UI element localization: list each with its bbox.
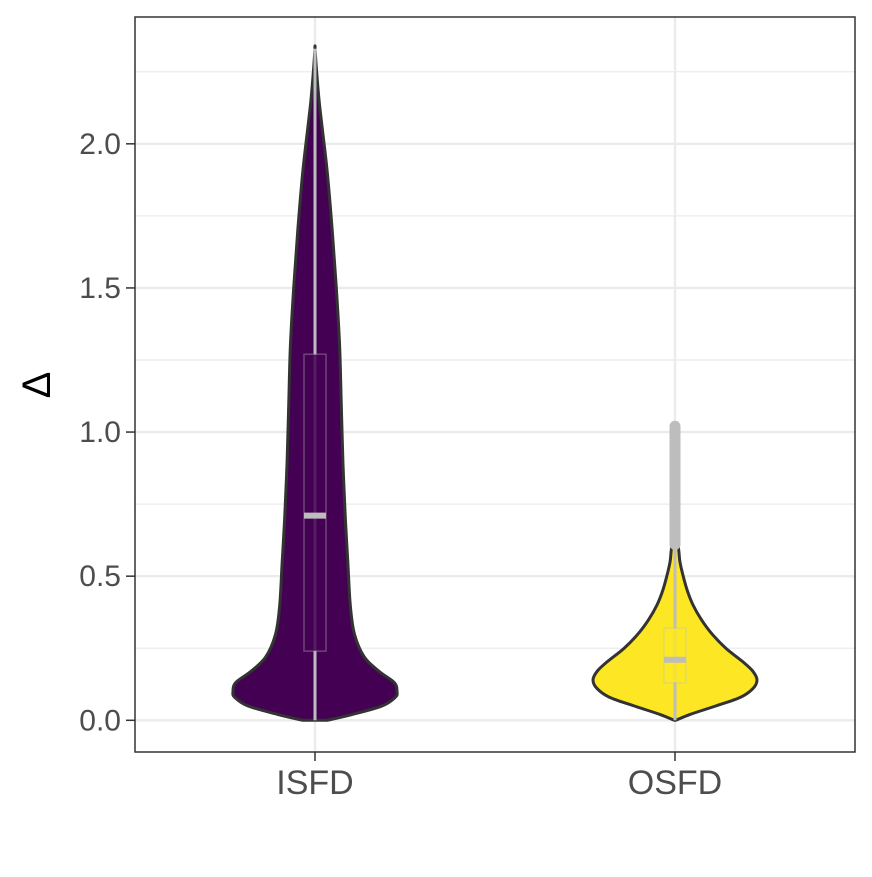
x-tick-label: OSFD [628, 764, 722, 802]
y-axis-title: Δ [15, 372, 59, 399]
y-tick-label: 1.0 [79, 416, 121, 449]
y-tick-label: 0.5 [79, 560, 121, 593]
y-tick-label: 1.5 [79, 272, 121, 305]
axis-layer: 0.0 0.5 1.0 1.5 2.0 ISFD OSFD [79, 128, 722, 802]
boxplot-layer [303, 48, 687, 721]
box-osfd [663, 627, 687, 684]
y-tick-label: 0.0 [79, 704, 121, 737]
y-tick-label: 2.0 [79, 128, 121, 161]
plot-panel-border [134, 16, 856, 753]
x-tick-label: ISFD [276, 764, 353, 802]
plot-background [135, 17, 855, 752]
box-isfd [303, 353, 327, 652]
